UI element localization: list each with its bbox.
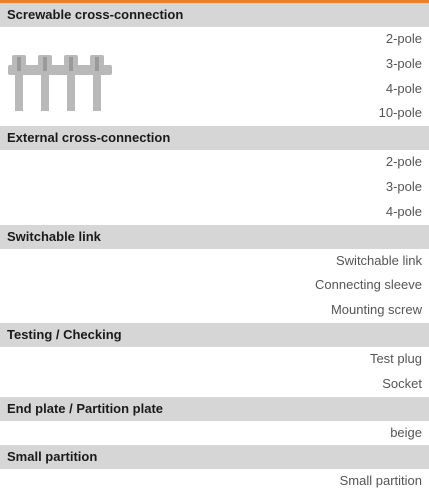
section-body: Test plug Socket [0,347,429,397]
item-label: beige [390,424,422,440]
section-title: End plate / Partition plate [0,396,429,421]
item-label: Connecting sleeve [315,277,422,293]
section-body: Switchable link Connecting sleeve Mounting… [0,249,429,323]
section-title: Switchable link [0,224,429,249]
section-title: Testing / Checking [0,322,429,347]
section-body: beige [0,421,429,446]
section-body: 2-pole 3-pole 4-pole 10-pole [0,27,429,126]
item-label: Small partition [339,473,422,489]
item-label: 2-pole [385,154,422,170]
item-label: 10-pole [378,105,422,121]
item-label: 3-pole [385,178,422,194]
item-label: Mounting screw [330,302,422,318]
item-label: 3-pole [385,55,422,71]
item-label: 4-pole [385,203,422,219]
item-label: Test plug [369,350,422,366]
cross-connection-icon [8,55,112,111]
section-body: 2-pole 3-pole 4-pole [0,150,429,224]
item-label: 2-pole [385,31,422,46]
item-label: Switchable link [336,252,422,268]
section-body: Small partition [0,469,429,494]
item-label: 4-pole [385,80,422,96]
section-title: Small partition [0,445,429,470]
section-title: External cross-connection [0,126,429,151]
item-label: Socket [382,375,422,391]
section-title: Screwable cross-connection [0,3,429,27]
